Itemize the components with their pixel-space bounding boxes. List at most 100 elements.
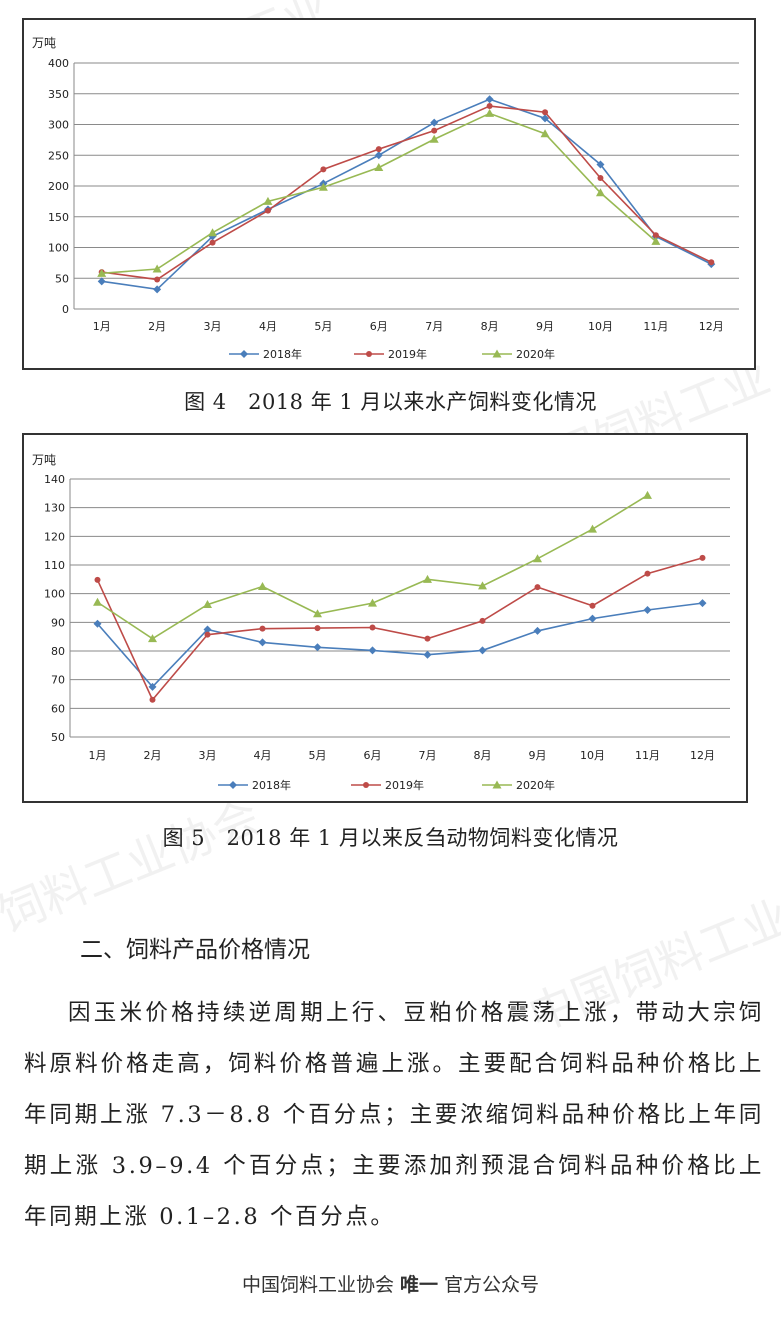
- footer-bold: 唯一: [399, 1274, 438, 1296]
- x-tick-label: 11月: [635, 749, 660, 762]
- data-point: [485, 95, 494, 104]
- data-point: [149, 696, 156, 703]
- data-point: [203, 625, 212, 634]
- legend-label: 2019年: [385, 778, 424, 792]
- x-tick-label: 2月: [148, 320, 166, 333]
- data-point: [540, 129, 550, 138]
- footer-suffix: 官方公众号: [438, 1274, 540, 1296]
- data-point: [318, 182, 328, 191]
- y-tick-label: 300: [48, 119, 69, 132]
- data-point: [314, 625, 321, 632]
- x-tick-label: 9月: [529, 749, 547, 762]
- data-point: [486, 103, 493, 110]
- data-point: [644, 570, 651, 577]
- data-point: [596, 160, 605, 169]
- data-point: [429, 134, 439, 143]
- x-tick-label: 10月: [580, 749, 605, 762]
- data-point: [148, 634, 157, 643]
- ruminant-feed-chart-svg: 万吨 50 60 70 80 90 100 110 120 130 140 1月 2月 3月 4月 5月 6月 7…: [32, 453, 730, 792]
- data-point: [93, 597, 102, 606]
- data-point: [542, 109, 549, 116]
- x-tick-label: 2月: [144, 749, 162, 762]
- legend-marker: [240, 350, 248, 358]
- data-point: [258, 582, 267, 590]
- x-tick-label: 8月: [481, 320, 499, 333]
- data-point: [368, 598, 377, 607]
- footer-prefix: 中国饲料工业协会: [241, 1274, 400, 1296]
- series-line-1: [101, 98, 712, 291]
- x-tick-label: 6月: [364, 749, 382, 762]
- legend-label: 2018年: [263, 347, 302, 361]
- legend-marker: [229, 781, 237, 789]
- data-point: [478, 646, 487, 655]
- data-point: [313, 609, 322, 618]
- data-point: [588, 614, 597, 623]
- footer: 中国饲料工业协会 唯一 官方公众号: [0, 1270, 781, 1297]
- data-point: [423, 574, 432, 583]
- data-point: [375, 146, 382, 153]
- data-point: [651, 236, 661, 245]
- data-point: [313, 643, 322, 652]
- y-tick-label: 70: [51, 674, 65, 687]
- data-point: [93, 619, 102, 628]
- x-tick-label: 1月: [93, 320, 111, 333]
- x-tick-label: 1月: [89, 749, 107, 762]
- ruminant-feed-chart: 万吨 50 60 70 80 90 100 110 120 130 140 1月 2月 3月 4月 5月 6月 7…: [22, 433, 748, 803]
- aquatic-feed-chart: 万吨 0 50 100 150 200 250 300 350 400 1月 2月 3月 4月 5月 6月 7月…: [22, 18, 756, 370]
- data-point: [152, 264, 162, 273]
- y-tick-label: 0: [62, 303, 69, 316]
- y-tick-label: 130: [44, 502, 65, 515]
- data-point: [153, 285, 162, 294]
- data-point: [643, 490, 652, 499]
- legend-label: 2020年: [516, 347, 555, 361]
- data-point: [479, 617, 486, 624]
- data-point: [154, 276, 161, 283]
- x-tick-label: 5月: [309, 749, 327, 762]
- figure-5-caption: 图 5 2018 年 1 月以来反刍动物饲料变化情况: [162, 826, 619, 850]
- legend-marker: [366, 351, 372, 357]
- data-point: [478, 581, 487, 590]
- data-point: [588, 524, 597, 533]
- watermark-text: 饲料工业协会: [0, 789, 268, 943]
- data-point: [643, 606, 652, 615]
- data-point: [258, 638, 267, 647]
- series-line-1: [96, 602, 703, 689]
- series-line-3: [97, 494, 648, 640]
- data-point: [369, 624, 376, 631]
- x-tick-label: 7月: [425, 320, 443, 333]
- y-tick-label: 140: [44, 473, 65, 486]
- x-tick-label: 10月: [588, 320, 613, 333]
- x-tick-label: 4月: [259, 320, 277, 333]
- data-point: [97, 268, 107, 277]
- data-point: [368, 646, 377, 655]
- x-tick-label: 12月: [699, 320, 724, 333]
- series-line-2: [101, 105, 712, 281]
- y-unit-label: 万吨: [32, 36, 56, 50]
- section-title: 二、饲料产品价格情况: [80, 937, 310, 963]
- y-tick-label: 90: [51, 616, 65, 629]
- y-tick-label: 100: [48, 242, 69, 255]
- data-point: [263, 196, 273, 205]
- data-point: [708, 259, 715, 266]
- x-tick-label: 9月: [536, 320, 554, 333]
- y-tick-label: 250: [48, 149, 69, 162]
- aquatic-feed-chart-svg: 万吨 0 50 100 150 200 250 300 350 400 1月 2月 3月 4月 5月 6月 7月…: [32, 36, 739, 361]
- legend-label: 2019年: [388, 347, 427, 361]
- x-tick-label: 3月: [204, 320, 222, 333]
- data-point: [264, 207, 271, 214]
- x-tick-label: 11月: [643, 320, 668, 333]
- y-tick-label: 150: [48, 211, 69, 224]
- data-point: [203, 600, 212, 609]
- data-point: [208, 228, 218, 237]
- y-tick-label: 120: [44, 530, 65, 543]
- data-point: [423, 650, 432, 659]
- data-point: [533, 626, 542, 635]
- section-paragraph: 因玉米价格持续逆周期上行、豆粕价格震荡上涨，带动大宗饲料原料价格走高，饲料价格普…: [24, 1000, 764, 1230]
- data-point: [97, 277, 106, 286]
- x-tick-label: 4月: [254, 749, 272, 762]
- x-tick-label: 6月: [370, 320, 388, 333]
- y-tick-label: 80: [51, 645, 65, 658]
- data-point: [534, 584, 541, 591]
- data-point: [209, 239, 216, 246]
- legend-marker: [492, 349, 502, 358]
